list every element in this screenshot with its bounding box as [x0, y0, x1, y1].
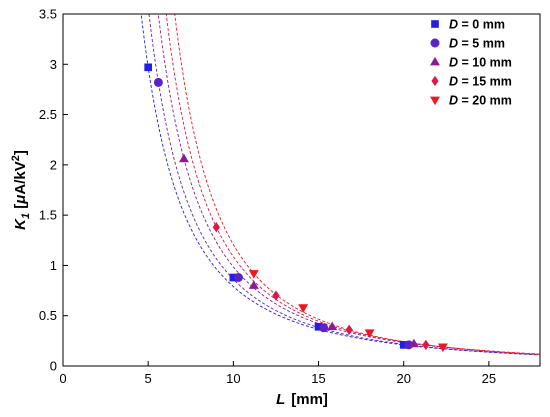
legend-marker — [431, 75, 439, 87]
data-points — [144, 63, 448, 353]
y-tick-label: 3.5 — [39, 7, 57, 22]
data-point — [437, 343, 448, 353]
legend-entry: D = 15 mm — [449, 75, 512, 89]
legend-marker — [430, 38, 440, 48]
data-point — [212, 222, 220, 233]
data-point — [229, 273, 238, 282]
x-tick-label: 20 — [396, 371, 410, 386]
data-point — [345, 324, 353, 335]
data-point — [314, 322, 323, 331]
y-tick-label: 0 — [50, 359, 57, 374]
y-tick-label: 1.5 — [39, 208, 57, 223]
y-axis-label: K1 [μA/kV2] — [10, 150, 32, 230]
data-point — [272, 290, 280, 301]
fit-curve — [140, 14, 540, 356]
y-axis-unit-mu: μ — [12, 195, 29, 205]
legend-variable: D — [449, 37, 458, 51]
data-point — [364, 329, 375, 338]
x-tick-label: 15 — [311, 371, 325, 386]
data-point — [179, 153, 189, 163]
data-point — [248, 270, 259, 279]
data-point — [319, 323, 329, 333]
data-point — [233, 272, 243, 282]
y-tick-label: 0.5 — [39, 308, 57, 323]
data-point — [327, 321, 338, 331]
legend-variable: D — [449, 75, 458, 89]
legend-entry: D = 20 mm — [449, 94, 512, 108]
y-tick-label: 1 — [50, 258, 57, 273]
legend-entry: D = 5 mm — [449, 37, 505, 51]
legend-marker — [431, 20, 439, 28]
data-point — [399, 341, 408, 349]
fit-curve — [165, 14, 540, 355]
y-tick-label: 2 — [50, 157, 57, 172]
y-axis-variable: K — [12, 218, 29, 230]
data-point — [153, 77, 163, 87]
legend-variable: D — [449, 56, 458, 70]
x-axis-unit: [mm] — [291, 391, 328, 408]
data-point — [298, 304, 309, 313]
legend-label: = 0 mm — [458, 18, 505, 32]
x-tick-label: 25 — [482, 371, 496, 386]
fit-curves — [140, 14, 540, 356]
x-axis-variable: L — [276, 391, 285, 408]
y-axis-unit-close: ] — [12, 150, 29, 155]
y-axis-unit-mid: A/kV — [12, 161, 29, 194]
legend-entry: D = 10 mm — [449, 56, 512, 70]
legend-label: = 5 mm — [458, 37, 505, 51]
axes — [62, 13, 541, 367]
x-tick-label: 10 — [226, 371, 240, 386]
y-tick-label: 2.5 — [39, 107, 57, 122]
legend: D = 0 mmD = 5 mmD = 10 mmD = 15 mmD = 20… — [430, 18, 512, 108]
y-axis-unit-open: [ — [12, 204, 29, 213]
legend-variable: D — [449, 18, 458, 32]
legend-variable: D — [449, 94, 458, 108]
fit-curve — [148, 14, 540, 356]
x-tick-label: 5 — [145, 371, 152, 386]
legend-marker — [430, 56, 440, 66]
fit-curve — [174, 14, 540, 355]
x-tick-label: 0 — [59, 371, 66, 386]
data-point — [422, 339, 430, 351]
plot-frame — [62, 13, 541, 367]
y-axis-subscript: 1 — [20, 213, 32, 219]
tick-labels: 0 5 10 15 20 25 0 0.5 1 1.5 2 2.5 3 3.5 — [39, 7, 496, 387]
legend-label: = 15 mm — [458, 75, 512, 89]
y-tick-label: 3 — [50, 57, 57, 72]
legend-marker — [430, 96, 440, 106]
data-point — [408, 338, 419, 348]
y-axis-superscript: 2 — [10, 155, 22, 161]
legend-label: = 10 mm — [458, 56, 512, 70]
x-axis-label: L [mm] — [276, 391, 328, 408]
data-point — [144, 63, 153, 72]
legend-label: = 20 mm — [458, 94, 512, 108]
data-point — [248, 280, 259, 289]
fit-curve — [157, 14, 540, 355]
legend-entry: D = 0 mm — [449, 18, 505, 32]
